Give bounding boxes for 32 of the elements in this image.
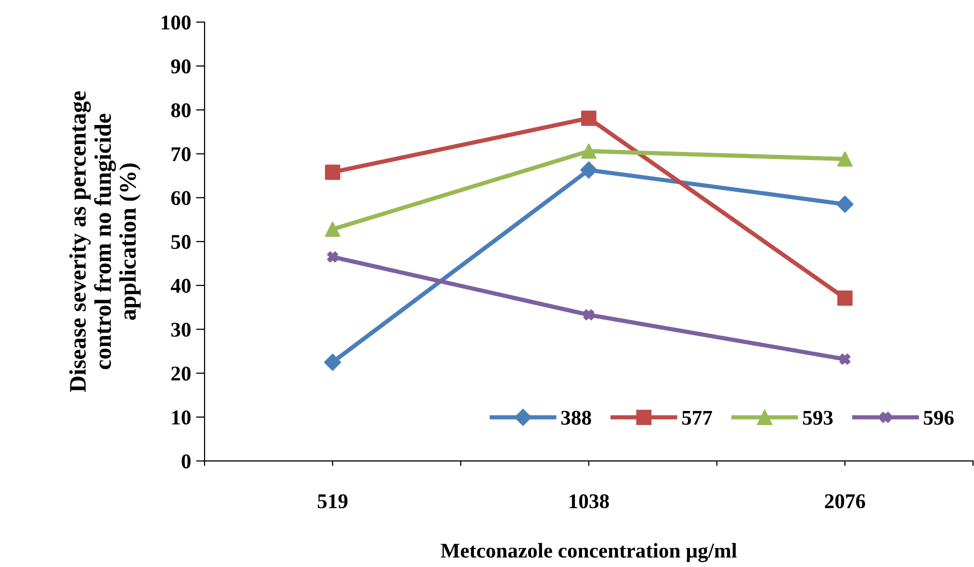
x-tick-label: 2076 bbox=[824, 494, 866, 508]
y-tick-label: 40 bbox=[170, 278, 191, 293]
y-tick-label: 50 bbox=[171, 234, 191, 249]
y-axis-title: Disease severity as percentage control from no fungicide application (%) bbox=[69, 91, 141, 392]
point bbox=[839, 354, 850, 365]
point bbox=[583, 309, 594, 320]
point bbox=[324, 222, 340, 237]
point bbox=[581, 110, 596, 126]
x-tick-label: 1038 bbox=[570, 494, 609, 508]
legend-label: 596 bbox=[924, 410, 954, 425]
point bbox=[324, 164, 340, 180]
legend-label: 388 bbox=[561, 410, 592, 425]
x-axis-title: Metconazole concentration µg/ml bbox=[440, 543, 737, 562]
point bbox=[580, 161, 598, 179]
y-tick-label: 90 bbox=[171, 59, 191, 74]
legend-label: 577 bbox=[682, 410, 712, 425]
y-tick-label: 10 bbox=[172, 410, 191, 425]
point bbox=[581, 144, 596, 159]
y-tick-label: 60 bbox=[171, 191, 191, 206]
point bbox=[837, 151, 853, 167]
y-tick-label: 0 bbox=[182, 454, 191, 468]
point bbox=[327, 251, 338, 262]
x-tick-label: 519 bbox=[318, 494, 348, 508]
y-tick-label: 20 bbox=[171, 366, 191, 381]
legend-label: 593 bbox=[803, 410, 833, 425]
point bbox=[837, 290, 853, 306]
y-tick-label: 80 bbox=[171, 103, 191, 118]
point bbox=[836, 196, 854, 213]
point bbox=[324, 354, 342, 371]
y-tick-label: 100 bbox=[162, 15, 191, 30]
y-tick-label: 70 bbox=[172, 147, 191, 162]
y-tick-label: 30 bbox=[171, 322, 191, 337]
